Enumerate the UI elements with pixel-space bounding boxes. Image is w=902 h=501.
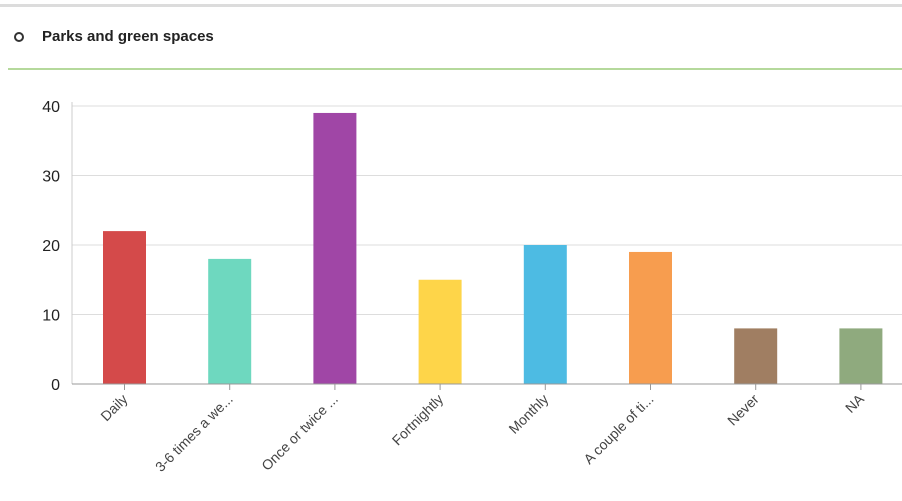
x-category-label: 3-6 times a we... <box>152 391 236 475</box>
x-category-label: Monthly <box>505 391 551 437</box>
panel-header: Parks and green spaces <box>14 28 214 45</box>
bar-1[interactable] <box>208 258 252 384</box>
y-tick-label: 30 <box>42 169 60 186</box>
panel-title: Parks and green spaces <box>42 28 214 45</box>
header-divider <box>8 68 902 70</box>
y-tick-label: 10 <box>42 308 60 325</box>
bar-4[interactable] <box>523 245 567 384</box>
x-category-label: Daily <box>97 391 130 424</box>
y-tick-label: 40 <box>42 99 60 116</box>
x-category-label: Fortnightly <box>389 391 447 449</box>
bar-5[interactable] <box>629 251 672 384</box>
top-border <box>0 4 902 7</box>
bar-7[interactable] <box>839 328 883 384</box>
x-category-label: Never <box>724 391 762 429</box>
circle-outline-icon <box>14 31 24 42</box>
y-tick-label: 0 <box>51 377 60 394</box>
bar-3[interactable] <box>418 279 462 384</box>
x-category-label: Once or twice ... <box>258 391 341 474</box>
y-tick-label: 20 <box>42 238 60 255</box>
bar-2[interactable] <box>313 112 357 384</box>
bar-0[interactable] <box>103 231 146 384</box>
bar-6[interactable] <box>734 328 778 384</box>
x-category-label: A couple of ti... <box>580 391 656 467</box>
x-category-label: NA <box>842 390 868 416</box>
